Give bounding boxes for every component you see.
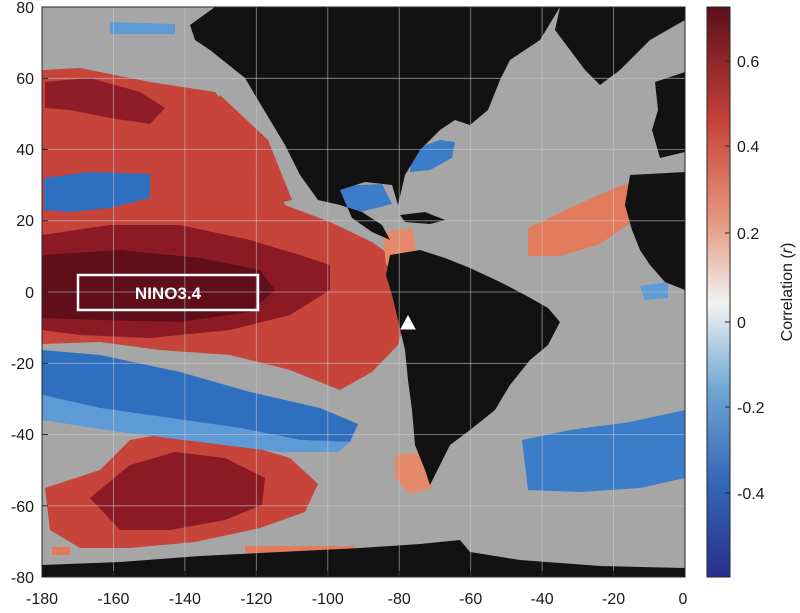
brazil-negative-region xyxy=(640,282,668,300)
colorbar-title-var: r xyxy=(779,247,796,253)
site-marker-triangle xyxy=(400,314,416,330)
y-tick-label: 20 xyxy=(16,213,34,230)
atlantic-positive-region xyxy=(528,178,645,256)
x-tick-label: -40 xyxy=(531,591,554,608)
x-axis-tick-labels: -180 -160 -140 -120 -100 -80 -60 -40 -20… xyxy=(26,591,688,608)
grid xyxy=(42,7,685,577)
greenland xyxy=(555,7,685,85)
gulf-negative-region xyxy=(338,184,392,212)
y-tick-label: -40 xyxy=(11,427,34,444)
colorbar-ticks xyxy=(725,60,730,494)
south-pacific-negative-band-outer xyxy=(42,395,350,452)
nino34-core-region xyxy=(42,250,275,322)
y-tick-label: 80 xyxy=(16,0,34,17)
south-edge-positive-patch xyxy=(52,547,70,555)
antarctica xyxy=(42,540,685,577)
x-tick-label: -20 xyxy=(602,591,625,608)
california-positive-region xyxy=(215,95,292,205)
y-tick-label: 40 xyxy=(16,142,34,159)
tick-marks xyxy=(41,6,686,578)
x-tick-label: -160 xyxy=(97,591,129,608)
land xyxy=(42,7,685,577)
map-panel: NINO3.4 xyxy=(42,7,685,577)
north-america xyxy=(190,7,560,240)
colorbar: 0.6 0.4 0.2 0 -0.2 -0.4 Correlation (r) xyxy=(706,6,796,578)
arctic-negative-region xyxy=(110,22,175,34)
colorbar-tick-label: -0.4 xyxy=(737,486,765,503)
north-pacific-positive-region xyxy=(45,78,165,124)
colorbar-tick-label: 0 xyxy=(737,315,746,332)
x-tick-label: -100 xyxy=(312,591,344,608)
y-tick-label: -60 xyxy=(11,499,34,516)
y-tick-label: 0 xyxy=(25,285,34,302)
colorbar-title: Correlation (r) xyxy=(779,243,796,342)
colorbar-tick-label: -0.2 xyxy=(737,400,765,417)
x-tick-label: 0 xyxy=(679,591,688,608)
nino34-label: NINO3.4 xyxy=(135,284,202,303)
colorbar-tick-label: 0.4 xyxy=(737,139,759,156)
south-edge-positive-strip xyxy=(245,546,355,553)
y-axis-tick-labels: 80 60 40 20 0 -20 -40 -60 -80 xyxy=(11,0,34,587)
x-tick-label: -180 xyxy=(26,591,58,608)
europe-fragment xyxy=(652,72,685,158)
y-tick-label: -80 xyxy=(11,570,34,587)
x-tick-label: -60 xyxy=(459,591,482,608)
south-america xyxy=(386,250,560,485)
x-tick-label: -120 xyxy=(240,591,272,608)
south-pacific-negative-band xyxy=(42,350,358,442)
x-tick-label: -80 xyxy=(388,591,411,608)
south-pacific-core-region xyxy=(90,452,265,530)
colorbar-title-suffix: ) xyxy=(779,243,796,248)
y-tick-label: 60 xyxy=(16,71,34,88)
north-pacific-negative-region xyxy=(44,172,150,212)
colorbar-gradient xyxy=(706,6,731,578)
colorbar-title-prefix: Correlation ( xyxy=(779,253,796,342)
colorbar-tick-label: 0.2 xyxy=(737,226,759,243)
colorbar-tick-label: 0.6 xyxy=(737,54,759,71)
x-tick-label: -140 xyxy=(169,591,201,608)
nino34-box xyxy=(76,273,260,312)
south-atlantic-negative-region xyxy=(522,410,685,492)
y-tick-label: -20 xyxy=(11,356,34,373)
africa xyxy=(625,172,685,290)
